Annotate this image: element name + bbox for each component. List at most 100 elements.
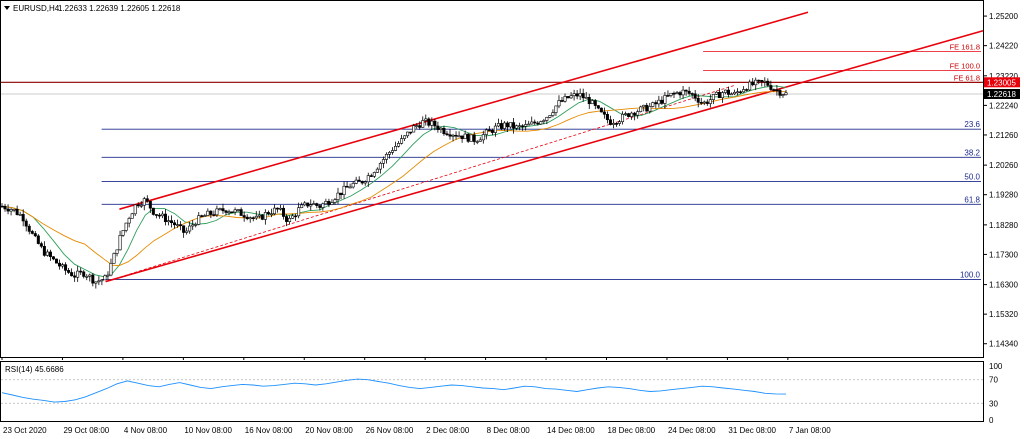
candle-body xyxy=(269,213,273,216)
candle-body xyxy=(112,253,116,264)
x-tick-label: 4 Nov 08:00 xyxy=(124,426,168,435)
candle-body xyxy=(730,93,734,96)
candle-body xyxy=(124,222,128,231)
candle-body xyxy=(339,192,343,195)
y-tick-label: 1.24220 xyxy=(989,42,1018,51)
candle-body xyxy=(321,203,325,208)
y-tick-label: 1.20260 xyxy=(989,161,1018,170)
candle-body xyxy=(651,102,655,107)
candle-body xyxy=(327,201,331,205)
candle-body xyxy=(179,224,183,227)
candle-body xyxy=(445,133,449,136)
candle-body xyxy=(751,81,755,86)
rsi-tick-label: 70 xyxy=(989,376,998,385)
candle-body xyxy=(109,263,113,276)
candle-body xyxy=(775,89,779,92)
candle-body xyxy=(294,215,298,218)
x-tick-label: 8 Dec 08:00 xyxy=(487,426,531,435)
candle-body xyxy=(627,113,631,117)
candle-body xyxy=(136,204,140,207)
candle-body xyxy=(200,215,204,217)
candle-body xyxy=(566,96,570,99)
candle-body xyxy=(221,208,225,212)
candle-body xyxy=(454,134,458,137)
candle-body xyxy=(660,99,664,104)
rsi-indicator: 100 70 30 0 xyxy=(1,362,1003,425)
candle-body xyxy=(173,222,177,226)
candle-body xyxy=(512,122,516,129)
candle-body xyxy=(618,121,622,124)
price-tags: 1.23005 1.22618 xyxy=(984,77,1020,99)
candle-body xyxy=(324,201,328,205)
candle-body xyxy=(412,125,416,133)
price-tag-label: 1.22618 xyxy=(987,90,1016,99)
candle-body xyxy=(21,214,25,222)
candle-body xyxy=(421,120,425,128)
ascending-channel[interactable] xyxy=(105,11,984,283)
y-tick-label: 1.19280 xyxy=(989,191,1018,200)
candle-body xyxy=(711,94,715,100)
candle-body xyxy=(584,97,588,99)
y-tick-label: 1.16300 xyxy=(989,281,1018,290)
candle-body xyxy=(263,212,267,220)
candle-body xyxy=(39,243,43,247)
candle-body xyxy=(757,79,761,82)
candle-body xyxy=(79,270,83,273)
candle-body xyxy=(272,207,276,215)
candle-body xyxy=(70,272,74,277)
candle-body xyxy=(472,134,476,142)
candle-body xyxy=(781,94,785,96)
candle-body xyxy=(403,135,407,139)
candle-body xyxy=(254,215,258,219)
candle-body xyxy=(100,279,104,282)
candle-body xyxy=(345,185,349,188)
candle-body xyxy=(64,264,68,271)
candle-body xyxy=(487,129,491,132)
candle-body xyxy=(157,214,161,217)
y-tick-label: 1.23220 xyxy=(989,72,1018,81)
candle-body xyxy=(306,202,310,207)
fib-level-label: 100.0 xyxy=(960,270,981,279)
y-tick-label: 1.14340 xyxy=(989,340,1018,349)
candle-body xyxy=(3,205,7,210)
candle-body xyxy=(170,220,174,224)
candle-body xyxy=(133,204,137,215)
candle-body xyxy=(387,152,391,155)
triangle-down-icon[interactable] xyxy=(4,6,10,10)
candle-body xyxy=(24,220,28,227)
candle-body xyxy=(61,264,65,267)
candle-body xyxy=(754,79,758,86)
candle-body xyxy=(493,125,497,133)
candle-body xyxy=(772,89,776,91)
rsi-panel-frame xyxy=(0,361,984,422)
candle-body xyxy=(642,104,646,108)
candle-body xyxy=(708,99,712,104)
candle-body xyxy=(433,120,437,127)
price-axis: 1.25200 1.24220 1.23220 1.22240 1.21260 1.202… xyxy=(983,12,1018,349)
candle-body xyxy=(699,102,703,104)
y-tick-label: 1.22240 xyxy=(989,101,1018,110)
price-tag-label: 1.23005 xyxy=(987,78,1016,87)
candle-body xyxy=(330,202,334,205)
candle-body xyxy=(745,89,749,91)
candle-body xyxy=(648,106,652,112)
candle-body xyxy=(151,207,155,215)
candle-body xyxy=(166,220,170,223)
candle-body xyxy=(602,111,606,115)
x-tick-label: 2 Dec 08:00 xyxy=(426,426,470,435)
candle-body xyxy=(215,208,219,216)
fib-level-label: 38.2 xyxy=(964,148,980,157)
candle-body xyxy=(30,231,34,234)
candle-body xyxy=(681,89,685,96)
candle-body xyxy=(717,91,721,99)
candle-body xyxy=(248,217,252,220)
candle-body xyxy=(536,122,540,125)
symbol-label: EURUSD,H4 xyxy=(13,4,60,13)
candle-body xyxy=(194,224,198,226)
candle-body xyxy=(614,123,618,125)
candle-body xyxy=(515,125,519,129)
candle-body xyxy=(672,92,676,95)
candle-body xyxy=(106,274,110,277)
candle-body xyxy=(366,175,370,183)
